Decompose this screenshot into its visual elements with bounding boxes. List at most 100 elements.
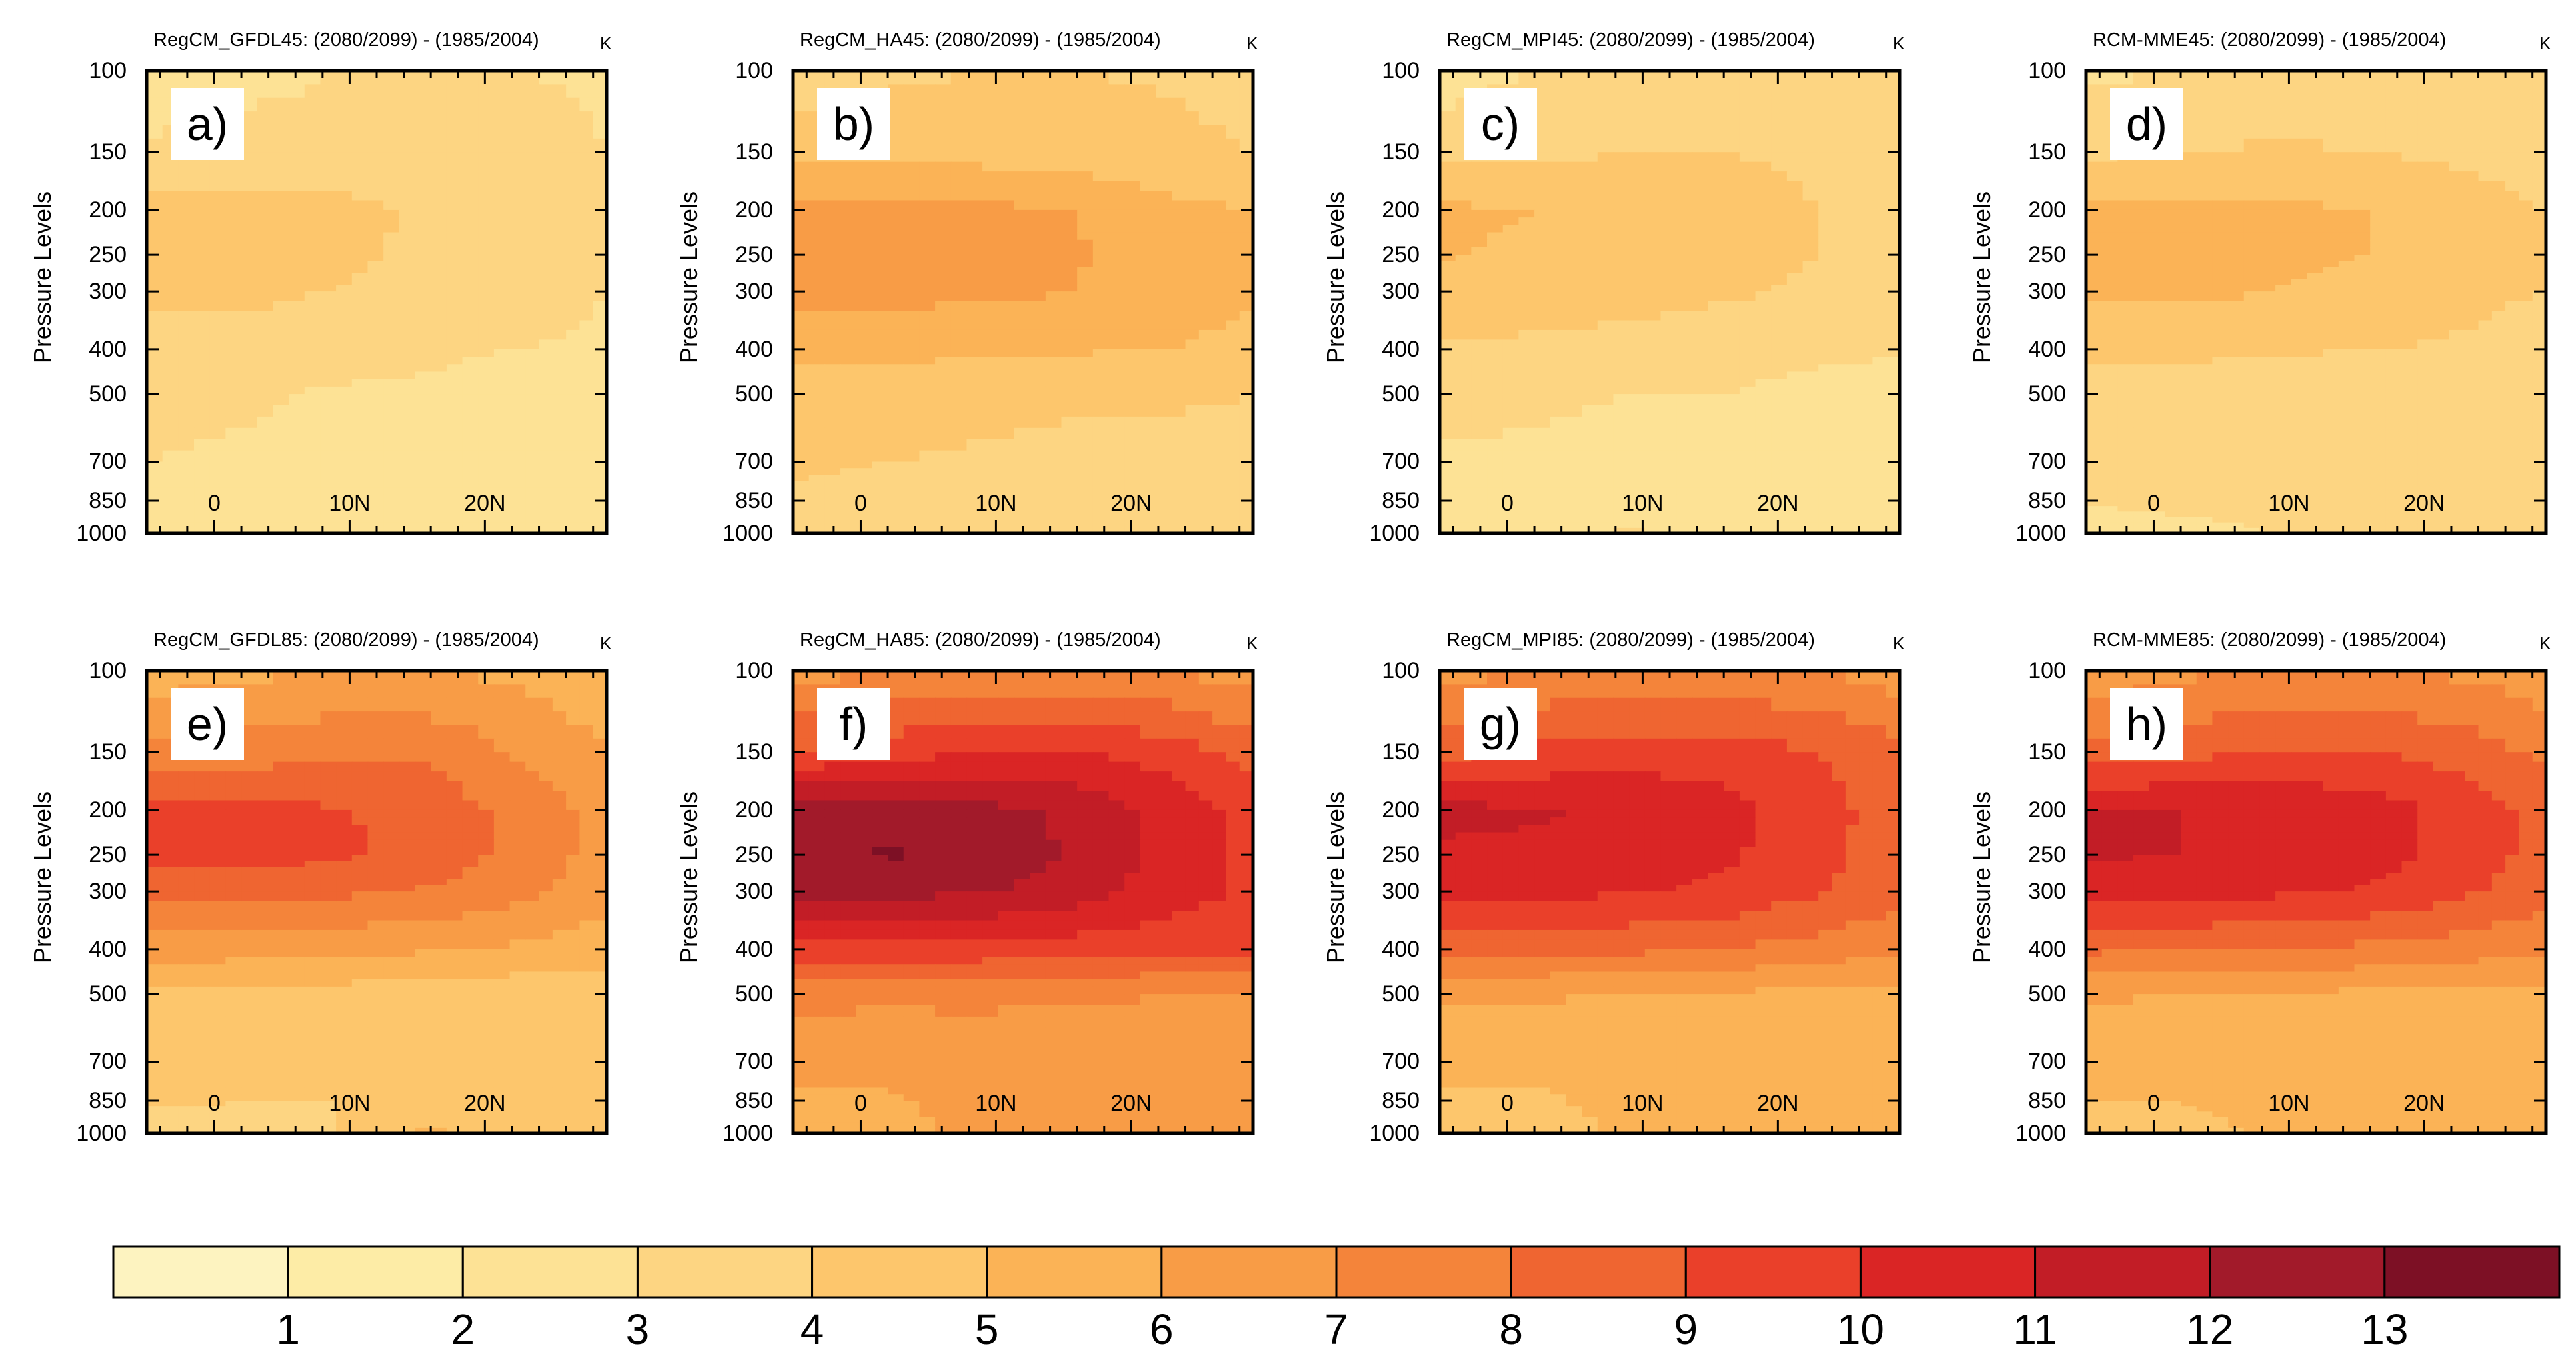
heatmap-cell [289, 161, 305, 172]
heatmap-cell [566, 239, 581, 248]
heatmap-cell [808, 267, 826, 274]
heatmap-cell [273, 273, 289, 280]
heatmap-cell [1660, 111, 1677, 126]
heatmap-cell [793, 349, 810, 357]
heatmap-cell [1692, 273, 1709, 280]
heatmap-cell [552, 125, 567, 139]
heatmap-cell [383, 209, 400, 218]
heatmap-cell [1077, 481, 1094, 489]
heatmap-cell [552, 527, 567, 534]
heatmap-cell [493, 481, 511, 489]
heatmap-cell [1124, 200, 1141, 211]
heatmap-cell [966, 267, 983, 274]
heatmap-cell [399, 84, 416, 99]
heatmap-cell [241, 522, 258, 529]
heatmap-cell [304, 427, 321, 440]
heatmap-cell [1239, 261, 1254, 268]
heatmap-cell [1771, 279, 1788, 286]
heatmap-cell [1739, 111, 1756, 126]
heatmap-cell [1212, 71, 1227, 85]
heatmap-cell [919, 371, 936, 380]
heatmap-cell [1613, 427, 1630, 440]
heatmap-cell [1030, 357, 1046, 365]
heatmap-cell [493, 111, 511, 126]
heatmap-cell [1786, 522, 1804, 529]
heatmap-cell [478, 171, 495, 182]
heatmap-cell [1845, 494, 1860, 501]
heatmap-cell [1487, 191, 1504, 201]
heatmap-cell [1832, 273, 1846, 280]
heatmap-cell [162, 405, 179, 417]
heatmap-cell [1582, 386, 1598, 395]
heatmap-cell [320, 97, 337, 112]
heatmap-cell [1518, 386, 1535, 395]
heatmap-cell [273, 279, 289, 286]
heatmap-cell [462, 161, 479, 172]
heatmap-cell [1629, 405, 1646, 417]
heatmap-cell [1644, 527, 1662, 534]
heatmap-cell [1786, 379, 1804, 387]
heatmap-cell [1092, 209, 1110, 218]
heatmap-cell [1212, 125, 1227, 139]
heatmap-cell [257, 371, 274, 380]
heatmap-cell [856, 439, 873, 451]
heatmap-cell [493, 501, 511, 507]
heatmap-cell [950, 255, 968, 262]
heatmap-cell [1676, 379, 1693, 387]
heatmap-cell [525, 517, 540, 523]
heatmap-cell [950, 379, 968, 387]
heatmap-cell [1566, 301, 1582, 311]
heatmap-cell [808, 161, 826, 172]
heatmap-cell [431, 217, 447, 226]
heatmap-cell [1212, 416, 1227, 429]
heatmap-cell [383, 501, 400, 507]
heatmap-cell [982, 84, 999, 99]
heatmap-cell [289, 138, 305, 153]
heatmap-cell [304, 416, 321, 429]
heatmap-cell [966, 273, 983, 280]
heatmap-cell [1566, 209, 1582, 218]
heatmap-cell [1845, 279, 1860, 286]
heatmap-cell [1886, 138, 1900, 153]
heatmap-cell [336, 209, 353, 218]
heatmap-cell [415, 171, 431, 182]
heatmap-cell [289, 494, 305, 501]
heatmap-cell [998, 461, 1015, 469]
heatmap-cell [1455, 232, 1472, 241]
heatmap-cell [793, 522, 810, 529]
heatmap-cell [539, 217, 553, 226]
heatmap-cell [808, 487, 826, 495]
heatmap-cell [304, 311, 321, 321]
heatmap-cell [1597, 475, 1614, 482]
heatmap-cell [320, 371, 337, 380]
heatmap-cell [1724, 339, 1740, 350]
heatmap-cell [367, 517, 384, 523]
heatmap-cell [1676, 84, 1693, 99]
heatmap-cell [903, 285, 920, 292]
heatmap-cell [1708, 232, 1724, 241]
heatmap-cell [1518, 371, 1535, 380]
heatmap-cell [1185, 97, 1200, 112]
heatmap-cell [1140, 522, 1157, 529]
heatmap-cell [808, 349, 826, 357]
heatmap-cell [1140, 475, 1157, 482]
heatmap-cell [257, 181, 274, 191]
heatmap-cell [1845, 416, 1860, 429]
heatmap-cell [1061, 511, 1078, 518]
heatmap-cell [257, 209, 274, 218]
heatmap-cell [1832, 349, 1846, 357]
heatmap-cell [1845, 517, 1860, 523]
heatmap-cell [399, 301, 416, 311]
heatmap-cell [903, 301, 920, 311]
heatmap-cell [178, 279, 195, 286]
heatmap-cell [1092, 475, 1110, 482]
heatmap-cell [1550, 487, 1567, 495]
heatmap-cell [1582, 239, 1598, 248]
heatmap-cell [1859, 111, 1874, 126]
heatmap-cell [1092, 439, 1110, 451]
heatmap-cell [1226, 171, 1240, 182]
heatmap-cell [552, 364, 567, 373]
heatmap-cell [1156, 427, 1173, 440]
heatmap-cell [446, 239, 463, 248]
heatmap-cell [1226, 511, 1240, 518]
